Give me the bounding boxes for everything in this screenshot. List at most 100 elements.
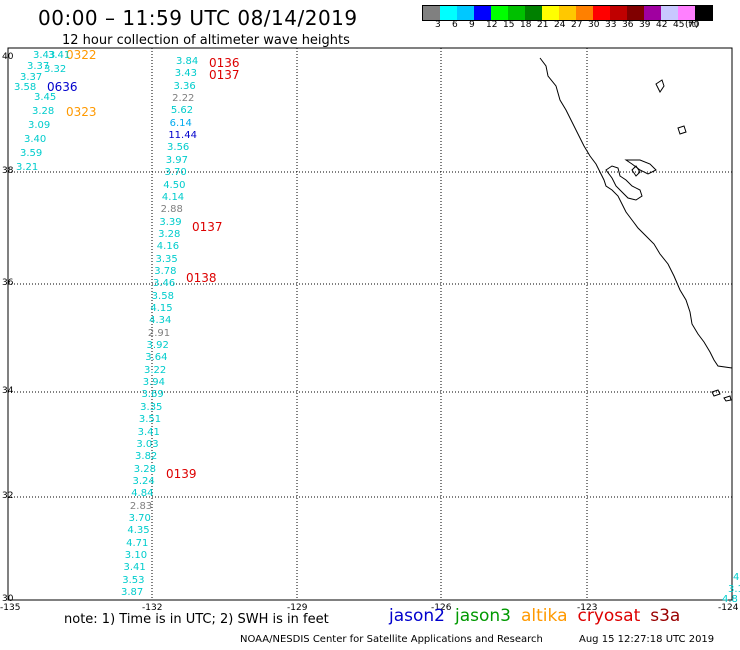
pass-label: 0137 — [192, 220, 223, 234]
legend-label: 21 — [537, 20, 549, 30]
wave-height-value: 3.09 — [28, 120, 51, 131]
wave-height-value: 3.22 — [144, 364, 167, 376]
pass-label: 0136 — [209, 56, 240, 70]
lat-label-30: 30 — [2, 594, 14, 604]
legend-label: 9 — [469, 20, 475, 30]
wave-height-value: 3.28 — [32, 106, 55, 117]
wave-height-value: 4.35 — [127, 525, 150, 537]
map-title: 00:00 – 11:59 UTC 08/14/2019 — [38, 6, 358, 30]
wave-height-value: 4.15 — [150, 303, 173, 314]
footer-note: note: 1) Time is in UTC; 2) SWH is in fe… — [64, 612, 329, 627]
legend-swatch — [593, 6, 610, 20]
legend-swatch — [525, 6, 542, 20]
wave-height-value: 3.84 — [176, 56, 199, 67]
wave-height-value: 3.39 — [159, 216, 182, 228]
legend-swatch — [474, 6, 491, 20]
lat-label-38: 38 — [2, 166, 14, 176]
map-subtitle: 12 hour collection of altimeter wave hei… — [62, 33, 350, 48]
legend-label: 70 — [688, 20, 700, 30]
legend-swatch — [695, 6, 712, 20]
legend-swatch — [559, 6, 576, 20]
graticule — [8, 48, 732, 600]
lon-label-123: -123 — [577, 603, 598, 613]
legend-label: 27 — [571, 20, 583, 30]
wave-height-value: 3.53 — [122, 574, 145, 586]
wave-height-value: 3.92 — [146, 340, 169, 352]
pass-label: 0138 — [186, 271, 217, 285]
legend-swatch — [508, 6, 525, 20]
wave-height-value: 3.46 — [152, 278, 176, 290]
satellite-key-item: altika — [521, 606, 568, 626]
wave-height-value: 11.44 — [168, 130, 197, 142]
lon-label-124: -124 — [718, 603, 739, 613]
wave-height-value: 3.97 — [165, 154, 189, 166]
wave-height-value: 3.1 — [728, 584, 740, 595]
wave-height-value: 3.70 — [128, 512, 151, 524]
wave-height-value: 3.87 — [120, 587, 144, 599]
lon-label-126: -126 — [431, 603, 452, 613]
wave-height-value: 3.45 — [34, 92, 57, 103]
legend-swatch — [423, 6, 440, 20]
coastline — [539, 57, 733, 369]
satellite-key-item: s3a — [650, 606, 681, 626]
wave-height-value: 2.83 — [129, 500, 153, 512]
wave-height-value: 3.78 — [154, 265, 177, 277]
wave-height-value: 4.84 — [131, 488, 154, 500]
wave-height-value: 3.28 — [133, 463, 157, 475]
legend-label: 42 — [656, 20, 668, 30]
legend-label: (ft) — [685, 20, 699, 30]
satellite-key-item: cryosat — [577, 606, 641, 626]
wave-height-value: 4.16 — [156, 241, 180, 253]
wave-height-value: 3.43 — [33, 50, 56, 61]
legend-label: 18 — [520, 20, 532, 30]
color-scale-legend — [422, 5, 713, 21]
pass-label: 0322 — [66, 48, 97, 62]
wave-height-value: 3.82 — [135, 451, 158, 463]
legend-swatch — [542, 6, 559, 20]
wave-height-value: 3.32 — [44, 64, 67, 75]
lake-outline — [631, 79, 687, 177]
wave-height-value: 3.24 — [132, 475, 155, 487]
legend-label: 6 — [452, 20, 458, 30]
credit-timestamp: Aug 15 12:27:18 UTC 2019 — [579, 634, 715, 645]
wave-height-value: 6.14 — [169, 117, 192, 129]
legend-swatch — [440, 6, 457, 20]
legend-swatch — [627, 6, 644, 20]
wave-height-value: 4.50 — [163, 179, 186, 191]
wave-height-value: 3.21 — [16, 162, 39, 173]
pass-label: 0636 — [47, 80, 78, 94]
wave-height-value: 4.34 — [149, 315, 172, 327]
legend-swatch — [678, 6, 695, 20]
legend-label: 3 — [435, 20, 441, 30]
lat-label-34: 34 — [2, 386, 14, 396]
wave-height-value: 3.56 — [167, 142, 190, 154]
bay-outline — [605, 165, 643, 201]
wave-height-value: 3.51 — [138, 414, 162, 426]
wave-height-value: 3.69 — [141, 389, 164, 401]
lon-label-129: -129 — [287, 603, 308, 613]
wave-height-value: 4.14 — [161, 191, 185, 203]
credit-text: NOAA/NESDIS Center for Satellite Applica… — [240, 634, 543, 645]
wave-height-value: 3.37 — [20, 72, 43, 83]
wave-height-value: 3.59 — [20, 148, 43, 159]
wave-height-value: 3.37 — [27, 61, 50, 72]
legend-label: 24 — [554, 20, 566, 30]
wave-height-value: 3.41 — [137, 426, 160, 438]
wave-height-value: 3.70 — [164, 167, 187, 179]
wave-height-value: 4 — [733, 572, 740, 583]
legend-label: 30 — [588, 20, 600, 30]
wave-height-value: 3.64 — [145, 352, 168, 364]
legend-label: 36 — [622, 20, 634, 30]
legend-label: 15 — [503, 20, 515, 30]
delta-outline — [624, 159, 657, 175]
legend-swatch — [661, 6, 678, 20]
legend-swatch — [457, 6, 474, 20]
lon-label-132: -132 — [142, 603, 163, 613]
satellite-key: jason2 jason3 altika cryosat s3a — [389, 606, 690, 626]
wave-height-value: 3.03 — [136, 438, 159, 450]
lon-label-135: -135 — [0, 603, 21, 613]
legend-label: 12 — [486, 20, 498, 30]
satellite-key-item: jason2 — [389, 606, 445, 626]
pass-label: 0323 — [66, 105, 97, 119]
